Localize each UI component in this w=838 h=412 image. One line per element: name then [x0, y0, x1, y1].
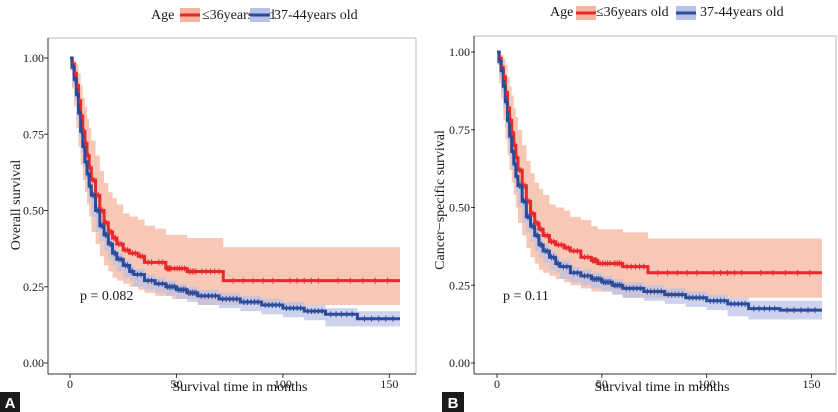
- legend-label-old: 37-44years old: [700, 5, 784, 20]
- y-tick-label: 1.00: [23, 51, 44, 65]
- panel-b: Age ≤36years old 37-44years old 0.00 0.25…: [433, 5, 837, 412]
- p-value-annotation: p = 0.11: [503, 289, 549, 304]
- legend: Age ≤36years old 37-44years old: [550, 5, 784, 20]
- x-tick-label: 50: [596, 377, 608, 391]
- x-axis-label: Survival time in months: [173, 380, 308, 395]
- ci-band-young: [70, 58, 400, 306]
- y-tick-label: 0.75: [23, 127, 44, 141]
- legend-label-young: ≤36years old: [596, 5, 669, 20]
- y-tick-label: 0.25: [449, 278, 470, 292]
- y-tick-label: 1.00: [449, 45, 470, 59]
- panel-label-box: [442, 392, 464, 412]
- confidence-bands: [497, 52, 822, 320]
- censor-marks: [499, 55, 816, 314]
- y-tick-label: 0.00: [23, 356, 44, 370]
- y-axis-label: Cancer−specific survival: [433, 130, 448, 270]
- y-tick-label: 0.25: [23, 280, 44, 294]
- x-tick-label: 150: [803, 377, 821, 391]
- survival-curve-young: [497, 50, 822, 275]
- panel-label: B: [448, 395, 459, 412]
- legend: Age ≤36years old 37-44years old: [151, 8, 358, 23]
- confidence-bands: [70, 58, 400, 327]
- legend-title: Age: [550, 5, 573, 20]
- panel-label: A: [5, 395, 16, 412]
- x-tick-label: 100: [698, 377, 716, 391]
- censor-marks: [72, 61, 394, 322]
- legend-label-old: 37-44years old: [274, 8, 358, 23]
- y-axis-label: Overall survival: [9, 160, 24, 251]
- x-ticks: 0 50 100 150: [67, 374, 398, 391]
- y-tick-label: 0.75: [449, 123, 470, 137]
- y-tick-label: 0.50: [449, 201, 470, 215]
- y-tick-label: 0.50: [23, 204, 44, 218]
- p-value-annotation: p = 0.082: [80, 289, 133, 304]
- panel-a: Age ≤36years old 37-44years old 0.00 0.25…: [0, 8, 417, 412]
- y-tick-label: 0.00: [449, 356, 470, 370]
- x-tick-label: 0: [67, 377, 73, 391]
- y-ticks: 0.00 0.25 0.50 0.75 1.00: [23, 51, 48, 370]
- y-ticks: 0.00 0.25 0.50 0.75 1.00: [449, 45, 475, 370]
- panel-label-box: [0, 392, 20, 412]
- x-tick-label: 0: [494, 377, 500, 391]
- x-tick-label: 100: [274, 377, 292, 391]
- x-axis-label: Survival time in months: [595, 380, 730, 395]
- legend-title: Age: [151, 8, 174, 23]
- x-ticks: 0 50 100 150: [494, 374, 821, 391]
- x-tick-label: 50: [170, 377, 182, 391]
- ci-band-young: [497, 52, 822, 298]
- x-tick-label: 150: [380, 377, 398, 391]
